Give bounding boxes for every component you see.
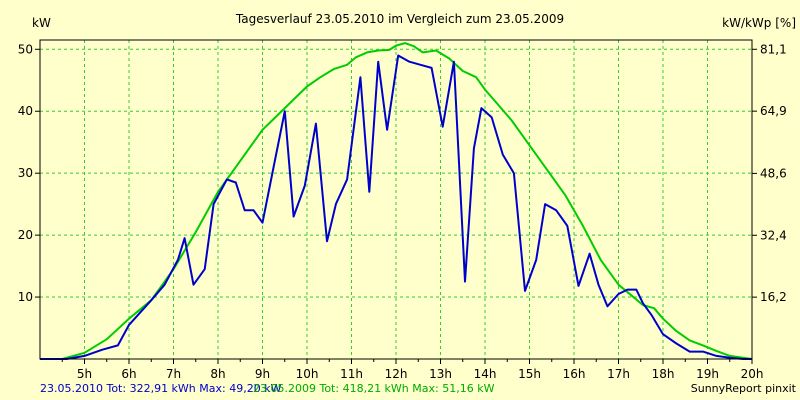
report-credit: SunnyReport pinxit [691, 382, 797, 395]
x-tick-label: 16h [563, 367, 586, 381]
series-line-23-05-2010 [40, 54, 752, 360]
right-axis-unit: kW/kWp [%] [722, 16, 796, 30]
series-layer [40, 42, 753, 360]
legend-2010-summary: 23.05.2010 Tot: 322,91 kWh Max: 49,20 kW [40, 382, 282, 395]
x-tick-label: 20h [741, 367, 764, 381]
x-tick-label: 12h [385, 367, 408, 381]
x-tick-label: 8h [210, 367, 225, 381]
x-tick-label: 5h [77, 367, 92, 381]
x-tick-label: 10h [296, 367, 319, 381]
x-tick-label: 11h [340, 367, 363, 381]
y-tick-label-left: 50 [18, 42, 33, 56]
chart-title: Tagesverlauf 23.05.2010 im Vergleich zum… [235, 12, 564, 26]
y-tick-label-left: 20 [18, 228, 33, 242]
x-tick-label: 9h [255, 367, 270, 381]
y-tick-label-right: 32,4 [760, 228, 787, 242]
y-tick-label-right: 48,6 [760, 166, 787, 180]
x-tick-label: 15h [518, 367, 541, 381]
y-tick-label-left: 30 [18, 166, 33, 180]
x-tick-label: 14h [474, 367, 497, 381]
x-tick-label: 7h [166, 367, 181, 381]
x-tick-label: 6h [121, 367, 136, 381]
axis-labels: 5h 6h 7h 8h 9h 10h 11h 12h 13h 14h 15h 16h 17h 18h 19h… [18, 42, 787, 381]
left-axis-unit: kW [32, 16, 51, 30]
y-tick-label-right: 64,9 [760, 104, 787, 118]
x-tick-label: 13h [429, 367, 452, 381]
x-tick-label: 17h [607, 367, 630, 381]
y-tick-label-left: 40 [18, 104, 33, 118]
series-line-23-05-2009 [40, 42, 753, 360]
x-tick-label: 18h [652, 367, 675, 381]
y-tick-label-right: 16,2 [760, 290, 787, 304]
legend-2009-summary: 23.05.2009 Tot: 418,21 kWh Max: 51,16 kW [253, 382, 495, 395]
y-tick-label-right: 81,1 [760, 42, 787, 56]
x-tick-label: 19h [696, 367, 719, 381]
y-tick-label-left: 10 [18, 290, 33, 304]
grid-lines [40, 40, 752, 359]
